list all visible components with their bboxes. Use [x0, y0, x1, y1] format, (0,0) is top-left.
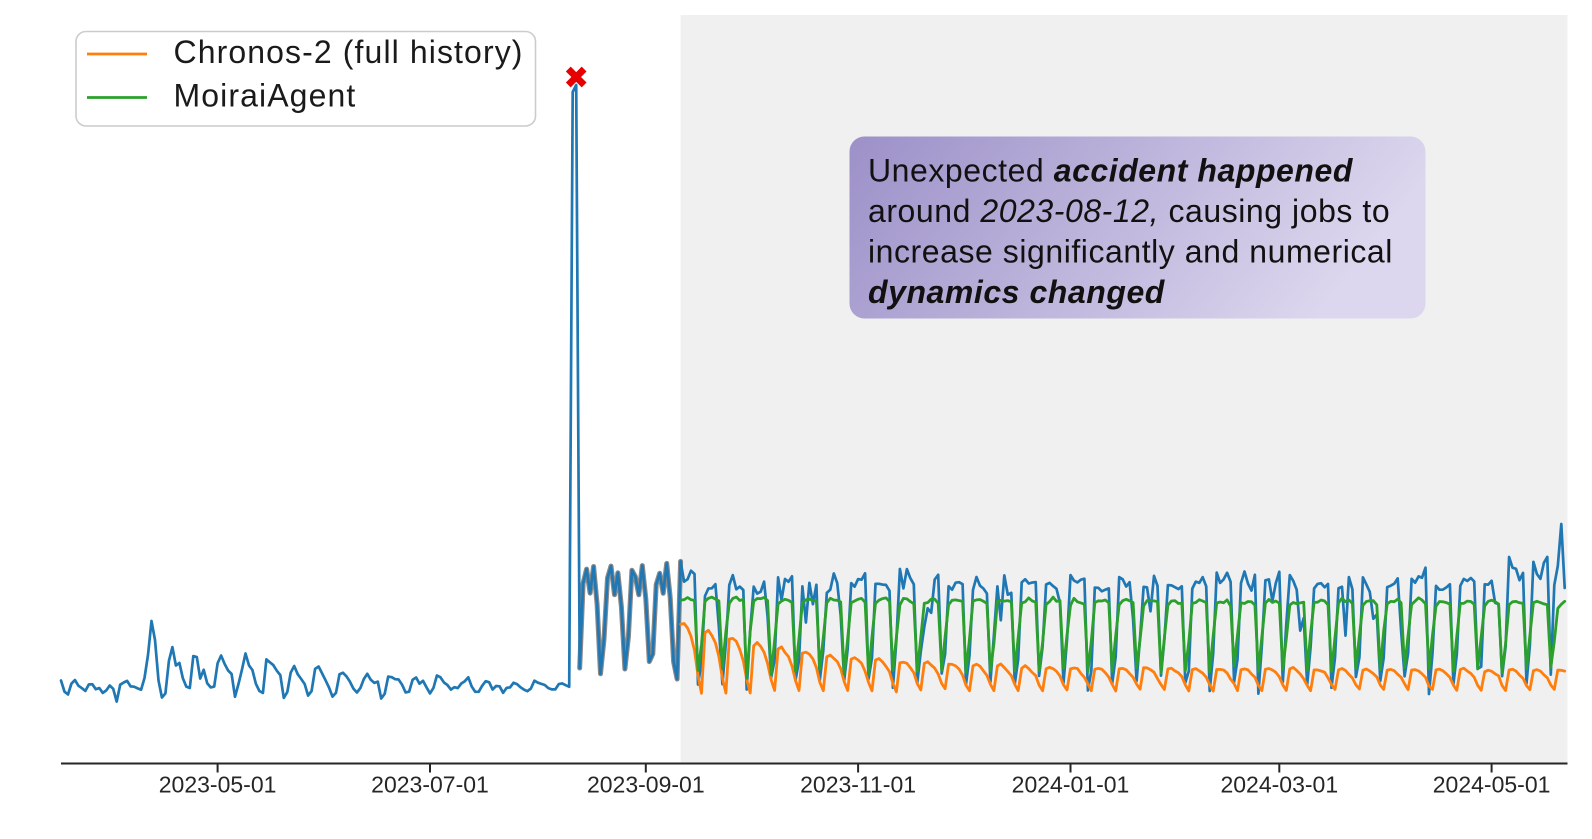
svg-text:2024-05-01: 2024-05-01 [1433, 772, 1551, 798]
svg-text:increase significantly and num: increase significantly and numerical [868, 234, 1393, 270]
svg-text:2023-11-01: 2023-11-01 [800, 772, 916, 798]
svg-text:2024-01-01: 2024-01-01 [1012, 772, 1130, 798]
svg-text:around 2023-08-12, causing job: around 2023-08-12, causing jobs to [868, 193, 1390, 229]
svg-text:MoiraiAgent: MoiraiAgent [174, 78, 357, 114]
svg-text:2023-07-01: 2023-07-01 [371, 772, 489, 798]
svg-text:2023-09-01: 2023-09-01 [587, 772, 705, 798]
svg-text:dynamics changed: dynamics changed [868, 274, 1166, 310]
svg-text:2023-05-01: 2023-05-01 [159, 772, 277, 798]
svg-text:Chronos-2 (full history): Chronos-2 (full history) [174, 34, 524, 70]
svg-text:2024-03-01: 2024-03-01 [1220, 772, 1338, 798]
svg-text:Unexpected accident happened: Unexpected accident happened [868, 153, 1354, 189]
